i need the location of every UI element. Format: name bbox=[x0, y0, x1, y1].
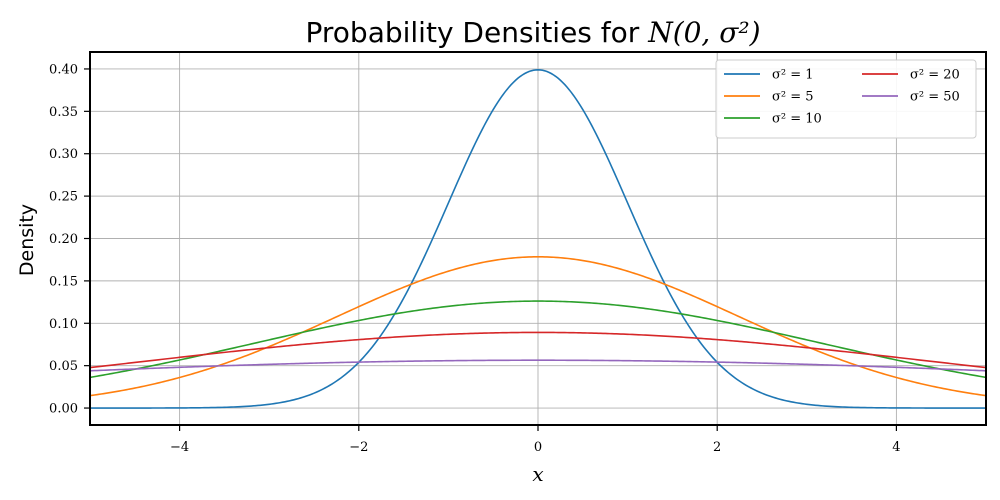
x-axis-label: x bbox=[532, 462, 543, 486]
y-tick-label: 0.05 bbox=[49, 359, 78, 374]
series-line-5 bbox=[89, 359, 987, 372]
y-tick-label: 0.30 bbox=[49, 147, 78, 162]
x-tick-label: −2 bbox=[349, 440, 368, 455]
legend-label: σ² = 20 bbox=[910, 68, 960, 83]
series-line-2 bbox=[89, 255, 987, 397]
y-tick-label: 0.40 bbox=[49, 62, 78, 77]
y-tick-label: 0.20 bbox=[49, 232, 78, 247]
y-tick-label: 0.10 bbox=[49, 317, 78, 332]
legend-label: σ² = 1 bbox=[772, 68, 814, 83]
x-tick-label: 4 bbox=[892, 440, 900, 455]
legend-label: σ² = 50 bbox=[910, 90, 960, 105]
series-lines bbox=[89, 69, 987, 409]
x-tick-label: 0 bbox=[534, 440, 542, 455]
chart-title-text: Probability Densities for bbox=[306, 16, 649, 49]
y-axis-label: Density bbox=[16, 204, 38, 276]
series-line-3 bbox=[89, 300, 987, 379]
legend: σ² = 1 σ² = 5 σ² = 10 σ² = 20 σ² = 50 bbox=[715, 59, 977, 139]
y-tick-label: 0.25 bbox=[49, 190, 78, 205]
y-tick-label: 0.00 bbox=[49, 402, 78, 417]
legend-label: σ² = 10 bbox=[772, 112, 822, 127]
x-tick-label: 2 bbox=[713, 440, 721, 455]
series-line-4 bbox=[89, 331, 987, 369]
legend-label: σ² = 5 bbox=[772, 90, 814, 105]
ticks: −4 −2 0 2 4 0.00 0.05 0.10 0.15 0.20 0.25 0.30 0.35 0… bbox=[49, 62, 900, 455]
x-tick-label: −4 bbox=[170, 440, 189, 455]
chart-title: Probability Densities for N(0, σ²) bbox=[306, 16, 761, 49]
chart-title-math: N(0, σ²) bbox=[647, 16, 760, 49]
legend-box bbox=[715, 59, 977, 139]
series-line-1 bbox=[90, 69, 986, 409]
y-tick-label: 0.15 bbox=[49, 274, 78, 289]
y-tick-label: 0.35 bbox=[49, 105, 78, 120]
